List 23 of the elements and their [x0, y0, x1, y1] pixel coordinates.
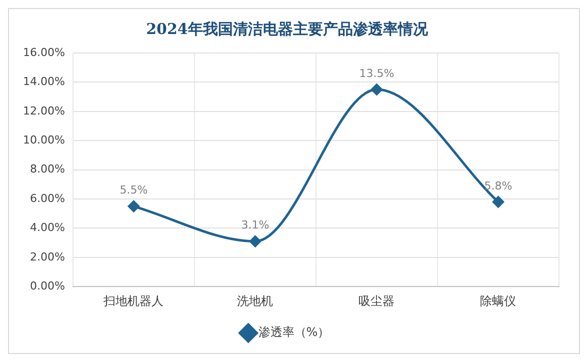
- y-tick-label: 10.00%: [22, 133, 65, 146]
- y-tick-label: 0.00%: [30, 279, 65, 292]
- y-tick-label: 12.00%: [22, 104, 65, 118]
- data-label: 13.5%: [359, 66, 394, 80]
- data-label: 3.1%: [241, 218, 270, 232]
- point: [249, 236, 261, 248]
- data-label: 5.8%: [484, 179, 512, 192]
- legend-label: 渗透率（%）: [258, 325, 330, 340]
- x-tick-label: 扫地机器人: [102, 294, 164, 308]
- point: [370, 84, 382, 96]
- data-label: 5.5%: [120, 184, 148, 197]
- y-tick-label: 4.00%: [30, 221, 65, 234]
- y-tick-label: 2.00%: [30, 250, 65, 264]
- y-tick-label: 6.00%: [30, 192, 65, 205]
- y-tick-label: 16.00%: [22, 46, 65, 59]
- x-tick-label: 除螨仪: [480, 294, 516, 308]
- x-tick-label: 洗地机: [237, 294, 274, 308]
- point: [492, 196, 504, 208]
- chart-title: 2024年我国清洁电器主要产品渗透率情况: [146, 20, 429, 38]
- x-tick-label: 吸尘器: [358, 294, 395, 308]
- point: [128, 200, 140, 212]
- y-tick-label: 14.00%: [22, 75, 65, 88]
- y-tick-label: 8.00%: [30, 162, 65, 176]
